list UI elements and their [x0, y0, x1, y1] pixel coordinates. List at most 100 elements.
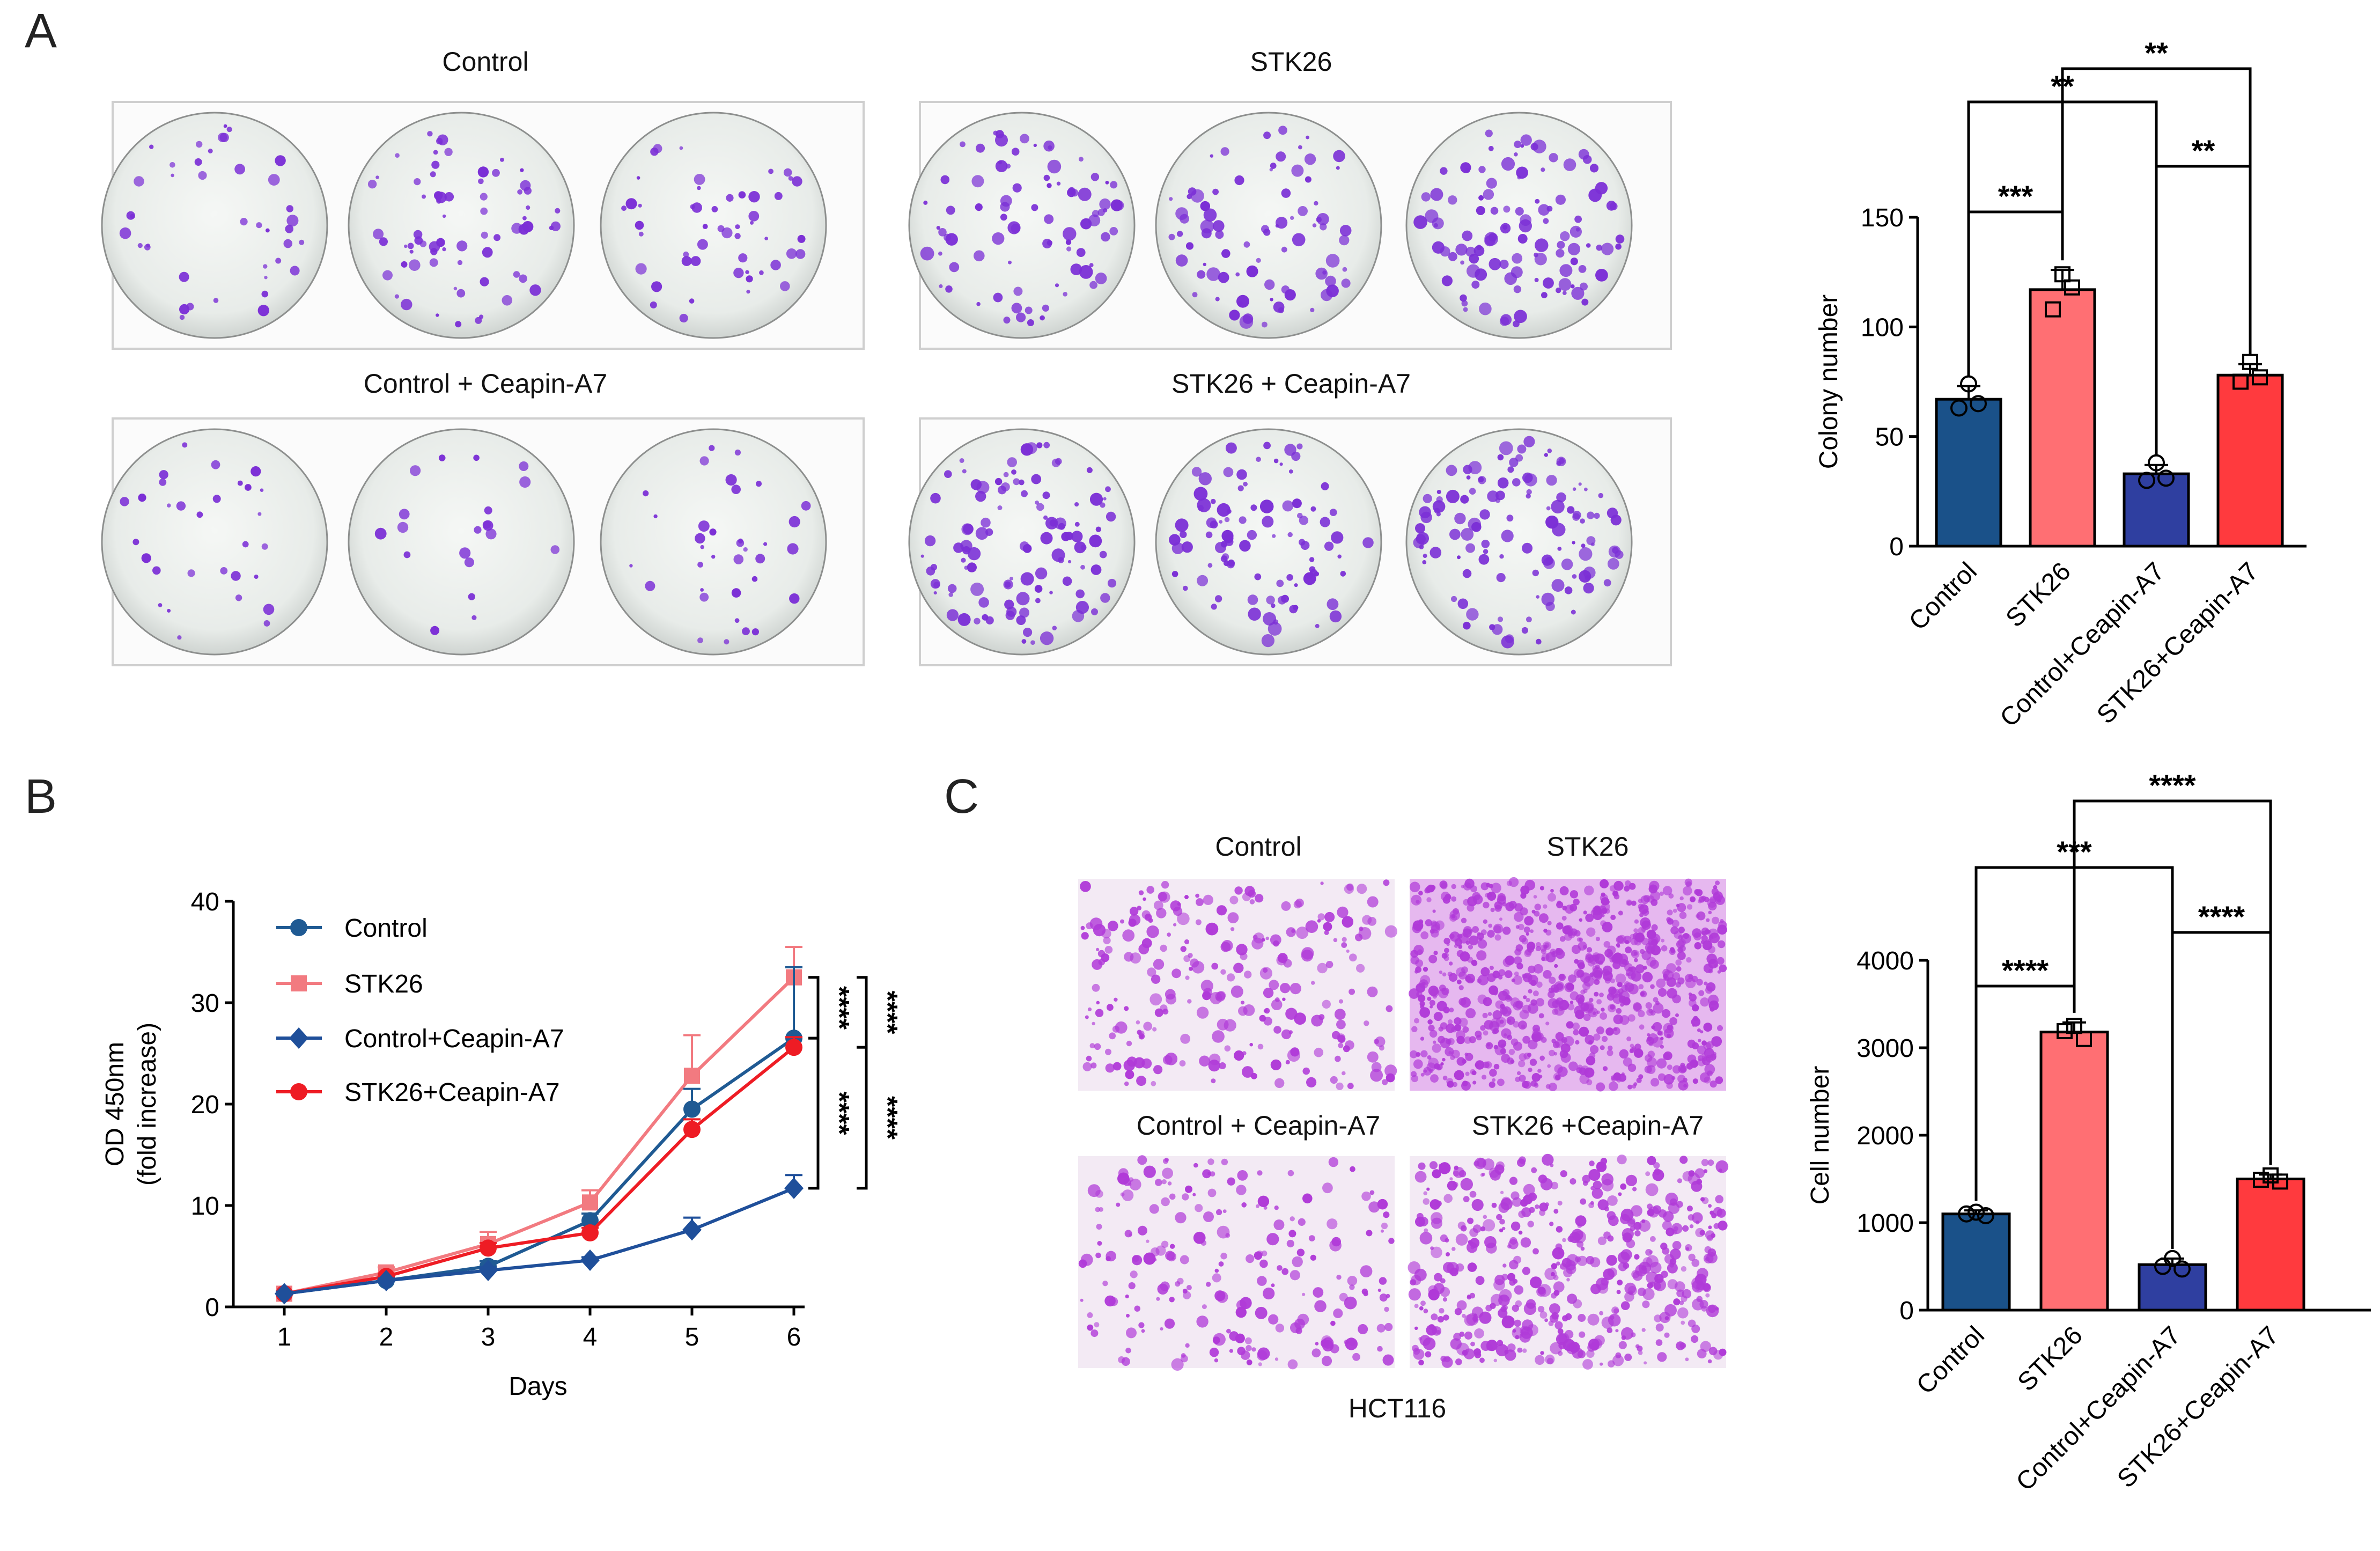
migrated-cell — [1240, 952, 1248, 960]
colony-dot — [1175, 254, 1188, 267]
colony-dot — [724, 639, 730, 645]
migrated-cell — [1556, 922, 1564, 930]
colony-dot — [1312, 223, 1317, 227]
colony-dot — [1522, 542, 1533, 554]
migrated-cell — [1158, 892, 1167, 901]
migrated-cell — [1580, 1246, 1585, 1251]
colony-dot — [936, 226, 940, 230]
colony-dot — [261, 290, 269, 298]
migrated-cell — [1467, 957, 1473, 963]
colony-dot — [1200, 201, 1211, 211]
migrated-cell — [1704, 981, 1708, 986]
colony-dot — [709, 528, 717, 536]
migrated-cell — [1542, 1153, 1554, 1166]
colony-dot — [1181, 541, 1193, 553]
colony-dot — [1044, 214, 1054, 224]
migrated-cell — [1696, 911, 1706, 921]
migrated-cell — [1451, 1247, 1456, 1251]
migrated-cell — [1227, 1177, 1235, 1186]
migrated-cell — [1487, 973, 1496, 982]
colony-dot — [134, 176, 144, 187]
migrated-cell — [1449, 1008, 1454, 1013]
migrated-cell — [1293, 900, 1302, 909]
migrated-cell — [1212, 1273, 1221, 1283]
culture-dish — [348, 112, 575, 339]
colony-dot — [1321, 482, 1329, 490]
colony-dot — [1340, 571, 1346, 577]
colony-dot — [1446, 489, 1460, 503]
colony-dot — [1011, 148, 1020, 156]
migrated-cell — [1169, 1297, 1175, 1303]
migrated-cell — [1386, 1005, 1393, 1012]
migrated-cell — [1645, 1002, 1652, 1009]
migrated-cell — [1608, 1215, 1619, 1226]
colony-dot — [1261, 634, 1274, 648]
migrated-cell — [1607, 1195, 1618, 1206]
migrated-cell — [1509, 1279, 1516, 1286]
migrated-cell — [1143, 1021, 1153, 1031]
migrated-cell — [1454, 944, 1458, 948]
migrated-cell — [1522, 1035, 1531, 1044]
migrated-cell — [1707, 1359, 1712, 1364]
migrated-cell — [1532, 1248, 1539, 1255]
colony-dot — [1339, 225, 1352, 237]
migrated-cell — [1377, 1288, 1381, 1292]
migrated-cell — [1438, 1035, 1445, 1043]
migrated-cell — [1537, 1306, 1545, 1313]
colony-dot — [1496, 573, 1506, 583]
migrated-cell — [1657, 988, 1667, 997]
migrated-cell — [1454, 1165, 1458, 1170]
migrated-cell — [1539, 1311, 1548, 1319]
migrated-cell — [1634, 919, 1639, 924]
colony-dot — [1217, 503, 1230, 517]
migrated-cell — [1528, 989, 1532, 994]
migrated-cell — [1633, 1003, 1642, 1012]
colony-dot — [373, 229, 384, 240]
colony-dot — [1615, 550, 1624, 559]
migrated-cell — [1409, 881, 1420, 893]
data-point — [1977, 1207, 1994, 1224]
migrated-cell — [1679, 1156, 1688, 1164]
colony-dot — [920, 554, 924, 558]
migrated-cell — [1544, 1318, 1549, 1322]
colony-dot — [1586, 536, 1596, 546]
migrated-cell — [1587, 1313, 1600, 1326]
colony-dot — [1305, 176, 1311, 183]
colony-dot — [1471, 281, 1480, 289]
migrated-cell — [1715, 1195, 1723, 1204]
colony-dot — [555, 208, 561, 214]
colony-dot — [176, 501, 186, 511]
migrated-cell — [1510, 1038, 1519, 1046]
migrated-cell — [1707, 1070, 1713, 1077]
colony-dot — [1469, 488, 1476, 495]
colony-dot — [457, 260, 463, 266]
colony-dot — [1003, 317, 1011, 324]
colony-dot — [734, 618, 740, 623]
migrated-cell — [1096, 1001, 1100, 1005]
migrated-cell — [1613, 1072, 1622, 1080]
migrated-cell — [1292, 1256, 1303, 1268]
colony-dot — [1168, 233, 1175, 240]
transwell-label-control: Control — [1215, 832, 1301, 862]
culture-dish — [1155, 112, 1382, 339]
colony-dot — [439, 141, 443, 145]
migrated-cell — [1463, 1196, 1470, 1203]
migrated-cell — [1669, 1017, 1678, 1025]
migrated-cell — [1469, 1292, 1476, 1299]
colony-dot — [1556, 288, 1561, 293]
colony-dot — [1206, 267, 1220, 281]
migrated-cell — [1162, 1167, 1174, 1179]
migrated-cell — [1483, 1215, 1487, 1219]
colony-dot — [1520, 134, 1532, 146]
migrated-cell — [1453, 1170, 1460, 1177]
migrated-cell — [1682, 1225, 1689, 1232]
culture-dish — [908, 428, 1136, 656]
colony-dot — [946, 609, 959, 621]
data-point-stk26 — [684, 1068, 700, 1084]
legend-label: STK26+Ceapin-A7 — [344, 1078, 560, 1107]
colony-dot — [409, 249, 414, 254]
colony-dot — [1191, 467, 1202, 477]
migrated-cell — [1620, 1249, 1632, 1261]
colony-dot — [1558, 278, 1572, 291]
